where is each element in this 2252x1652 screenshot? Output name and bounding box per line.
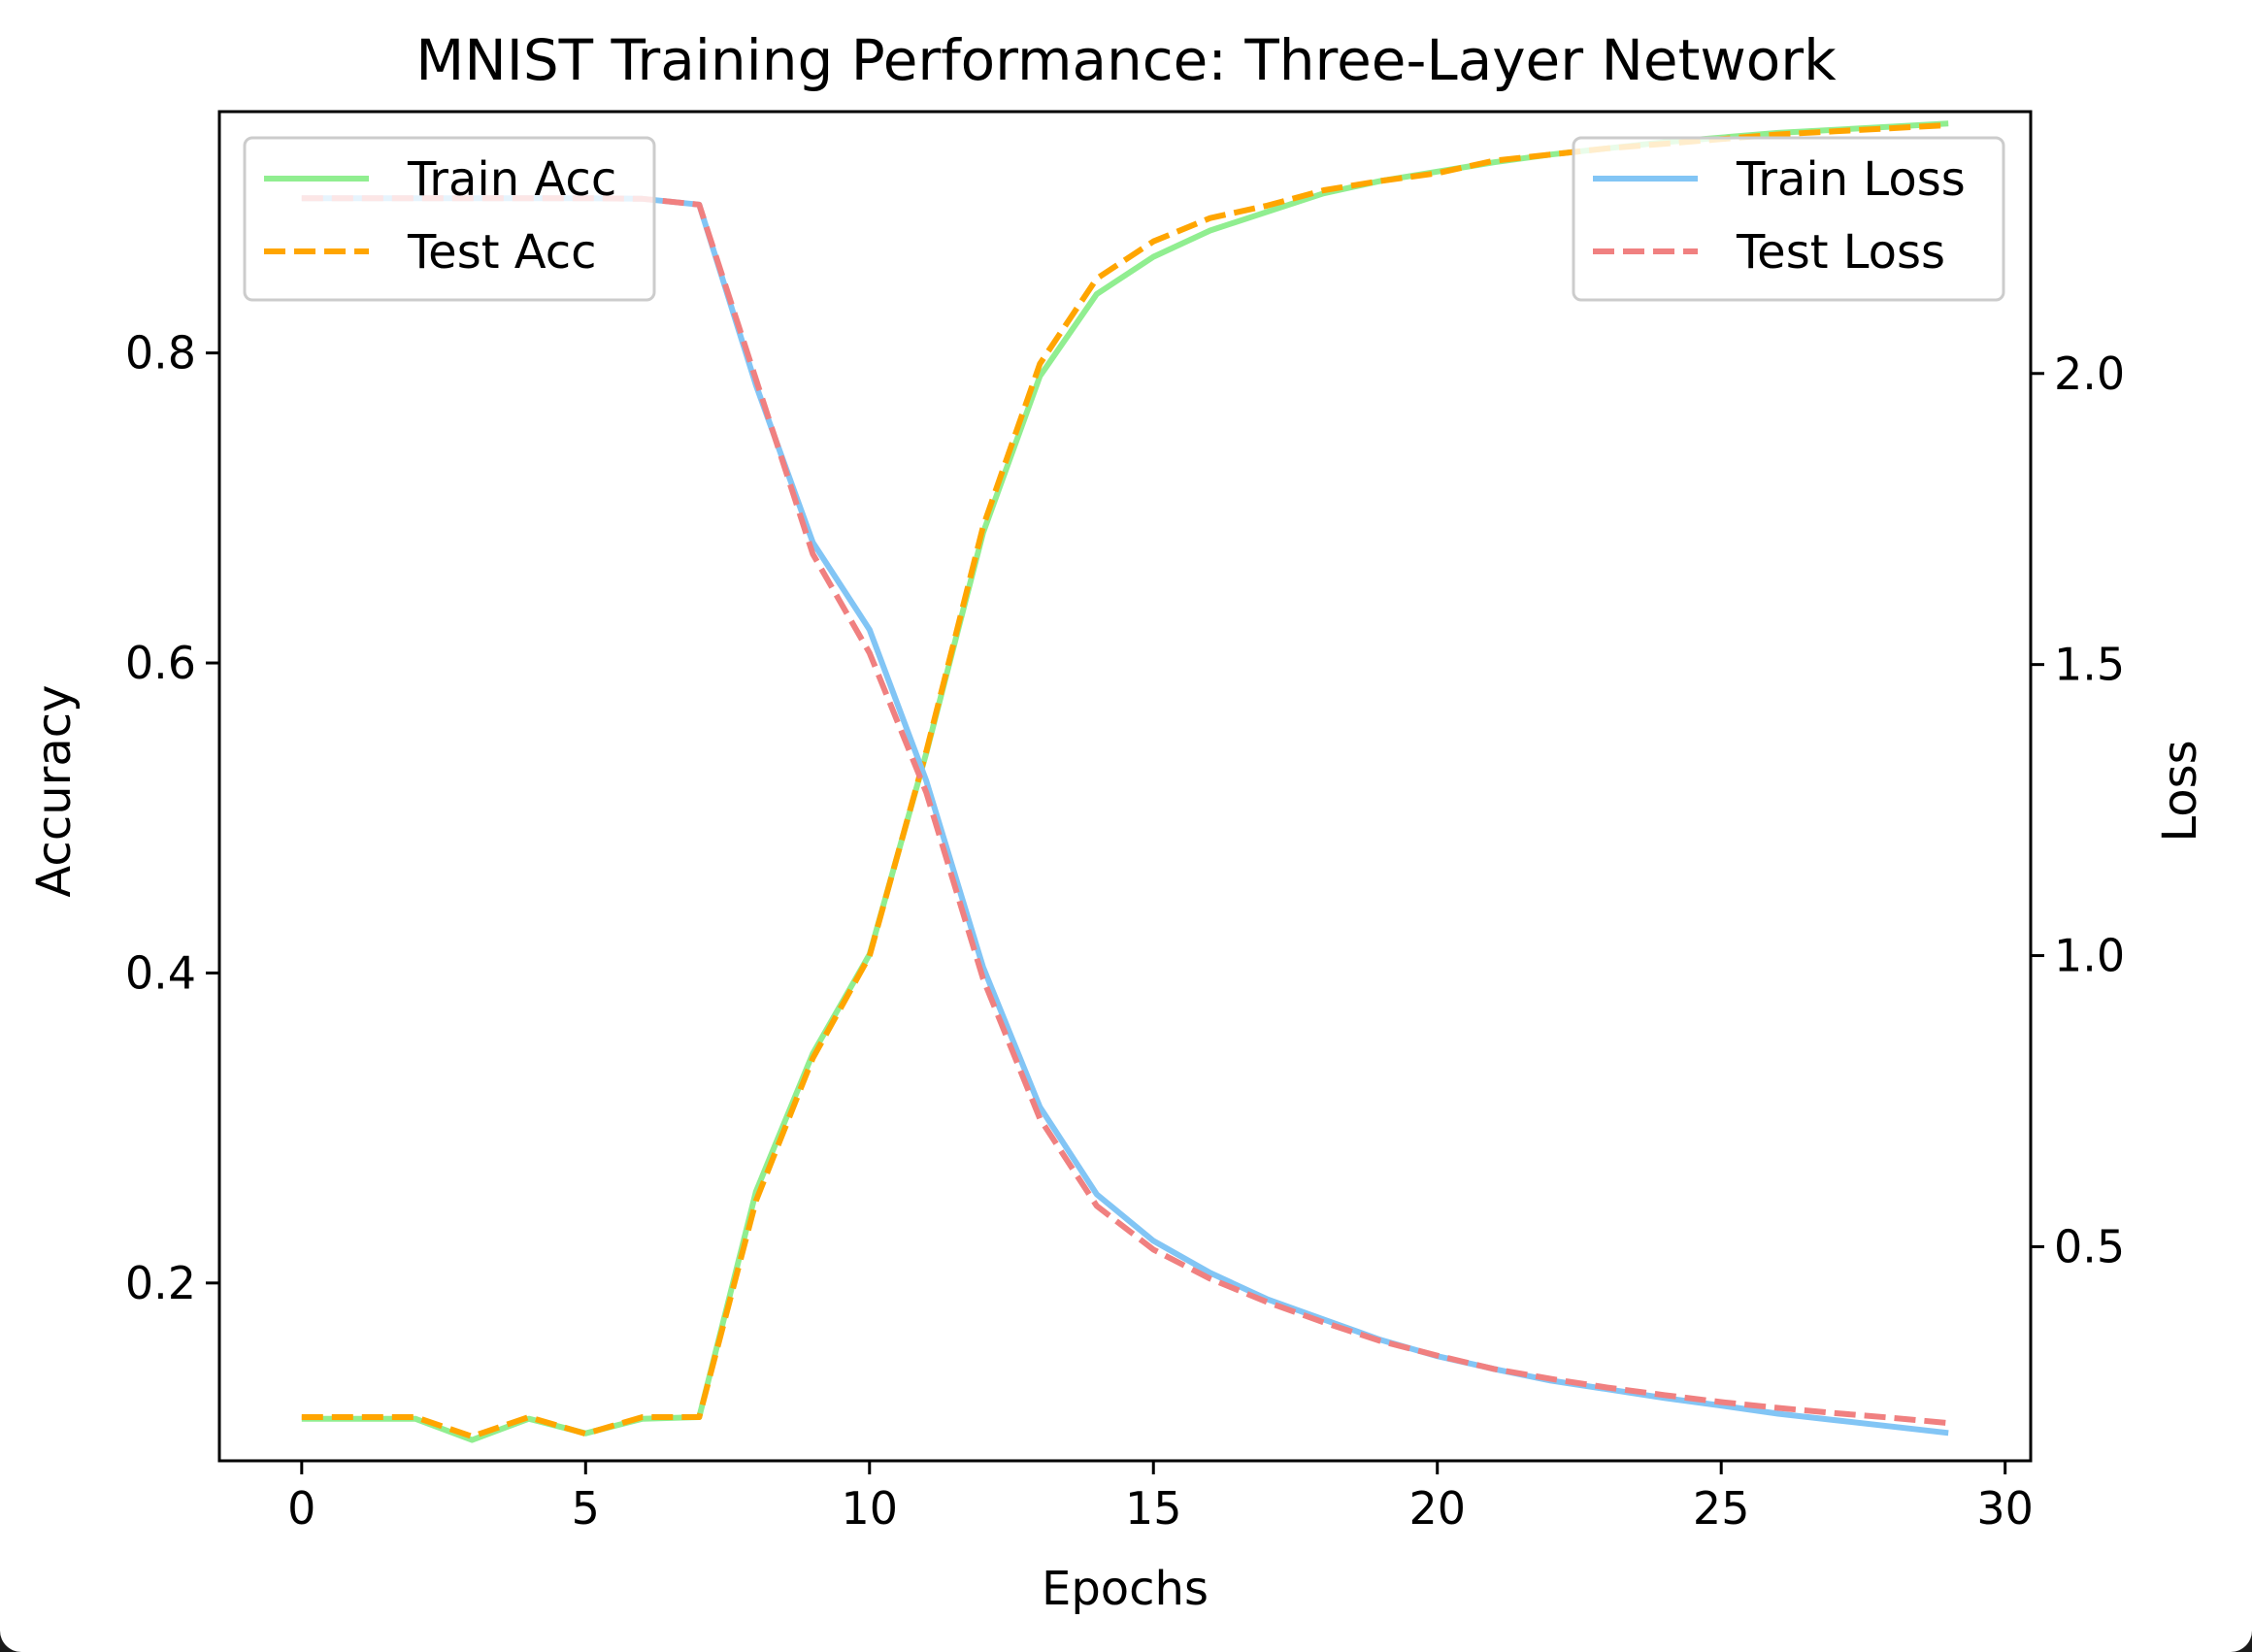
series-layer (301, 120, 1949, 1443)
plot-frame (217, 110, 2033, 1463)
y2-tick-label: 0.5 (2054, 1220, 2125, 1272)
legend-label-test-acc: Test Acc (407, 225, 597, 280)
x-tick-label: 25 (1693, 1482, 1750, 1535)
legend-label-train-loss: Train Loss (1736, 152, 1966, 207)
y-tick-label: 0.4 (125, 946, 196, 999)
x-tick-label: 0 (287, 1482, 315, 1535)
y-tick-label: 0.6 (125, 637, 196, 689)
y2-tick-label: 1.0 (2054, 930, 2125, 982)
y-tick-label: 0.2 (125, 1257, 196, 1309)
series-line-train-loss (301, 195, 1949, 1437)
x-tick-label: 20 (1408, 1482, 1466, 1535)
legend-label-test-loss: Test Loss (1736, 225, 1945, 280)
x-tick-label: 30 (1976, 1482, 2034, 1535)
series-line-test-acc (301, 121, 1949, 1439)
y2-tick-label: 2.0 (2054, 347, 2125, 400)
y-tick-label: 0.8 (125, 327, 196, 380)
series-line-train-acc (301, 120, 1949, 1443)
series-line-test-loss (301, 195, 1949, 1427)
y2-axis-label: Loss (2153, 740, 2207, 842)
x-axis-label: Epochs (1042, 1562, 1209, 1616)
chart-title: MNIST Training Performance: Three-Layer … (415, 27, 1837, 93)
y2-tick-label: 1.5 (2054, 639, 2125, 691)
legend-layer: Train Acc Test Acc Train Loss Test Loss (243, 136, 2005, 302)
y-axis-label: Accuracy (27, 684, 82, 897)
legend-label-train-acc: Train Acc (407, 152, 616, 207)
x-tick-label: 15 (1125, 1482, 1182, 1535)
x-tick-label: 10 (841, 1482, 898, 1535)
x-tick-label: 5 (572, 1482, 600, 1535)
ticks-layer: 0 5 10 15 20 25 30 0.2 0.4 0.6 0.8 0.5 1.0 1.5 2.0 (125, 327, 2125, 1535)
